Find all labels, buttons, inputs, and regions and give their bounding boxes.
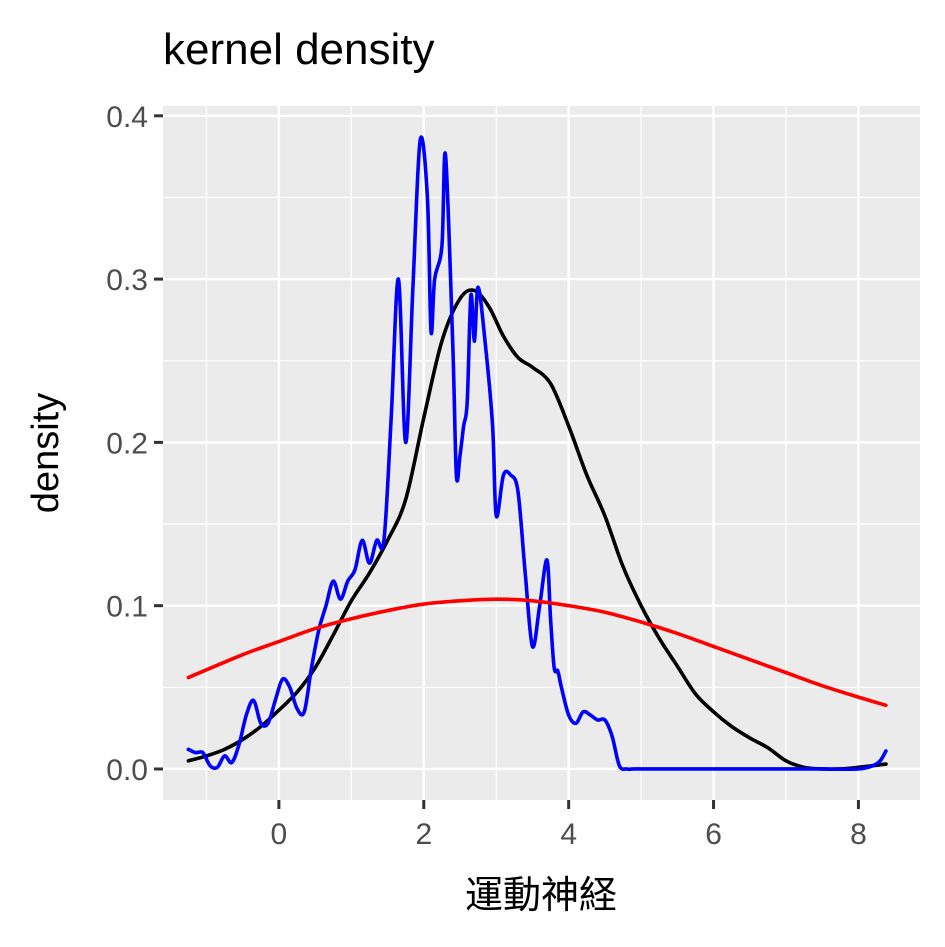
y-tick-label: 0.1 — [106, 591, 148, 624]
y-tick-label: 0.0 — [106, 754, 148, 787]
density-line-2 — [186, 135, 888, 772]
x-tick-label: 4 — [560, 818, 577, 851]
density-line-1 — [186, 288, 888, 771]
density-line-3 — [186, 597, 888, 708]
chart-title: kernel density — [163, 25, 434, 74]
x-tick-label: 6 — [705, 818, 722, 851]
x-tick-label: 0 — [271, 818, 288, 851]
grid-minor — [163, 106, 920, 800]
x-tick-label: 8 — [850, 818, 867, 851]
y-tick-label: 0.2 — [106, 427, 148, 460]
x-tick-label: 2 — [415, 818, 432, 851]
density-lines — [186, 135, 888, 772]
y-axis-label: density — [25, 393, 67, 513]
y-tick-label: 0.3 — [106, 264, 148, 297]
axes: 0 2 4 6 8 0.0 0.1 0.2 0.3 0.4 — [106, 101, 866, 851]
x-axis-label: 運動神経 — [465, 875, 617, 917]
y-tick-label: 0.4 — [106, 101, 148, 134]
